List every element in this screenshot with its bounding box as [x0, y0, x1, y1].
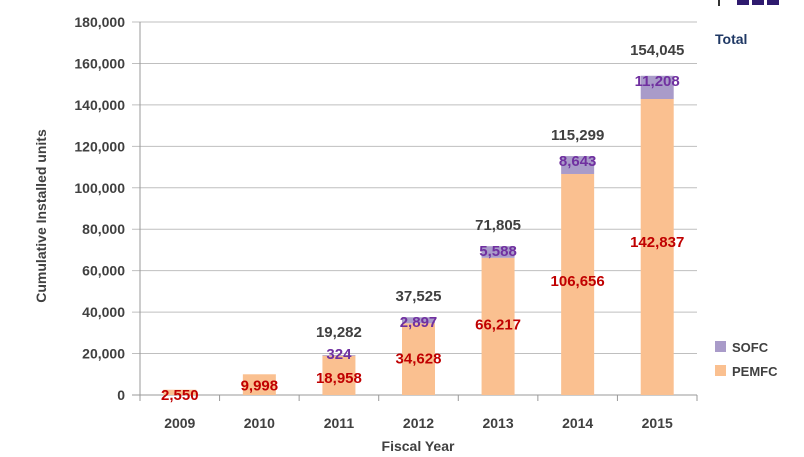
total-data-label: 115,299: [551, 127, 604, 144]
x-tick-label: 2011: [324, 415, 355, 431]
bar-pemfc: [242, 374, 276, 395]
legend-label-sofc: SOFC: [732, 340, 769, 355]
bar-sofc: [640, 75, 674, 100]
sofc-data-label: 8,643: [559, 153, 597, 170]
y-tick-label: 60,000: [82, 263, 125, 279]
y-tick-label: 120,000: [74, 138, 125, 154]
bar-pemfc: [481, 257, 515, 395]
legend: SOFC PEMFC: [715, 340, 778, 379]
y-tick-label: 40,000: [82, 304, 125, 320]
grid: [132, 21, 697, 396]
bar-sofc: [481, 246, 515, 258]
total-data-label: 71,805: [475, 217, 521, 234]
bar-pemfc: [402, 323, 435, 395]
x-tick-label: 2014: [562, 415, 593, 431]
legend-label-pemfc: PEMFC: [732, 364, 778, 379]
pemfc-data-label: 9,998: [241, 378, 279, 395]
legend-swatch-sofc: [715, 341, 726, 352]
total-data-label: 19,282: [316, 324, 362, 341]
sofc-data-label: 2,897: [400, 314, 438, 331]
pemfc-data-label: 66,217: [475, 317, 521, 334]
sofc-data-label: 11,208: [635, 73, 680, 90]
pemfc-data-label: 106,656: [551, 273, 605, 290]
bar-pemfc: [640, 99, 674, 395]
total-legend-label: Total: [715, 31, 747, 47]
x-tick-label: 2009: [164, 415, 195, 431]
y-tick-label: 140,000: [74, 97, 125, 113]
total-data-label: 37,525: [396, 288, 442, 305]
x-tick-label: 2013: [482, 415, 513, 431]
y-tick-label: 100,000: [74, 180, 125, 196]
pemfc-data-label: 18,958: [316, 370, 362, 387]
pemfc-data-label: 34,628: [396, 351, 442, 368]
logo-fragment: [718, 0, 779, 6]
bar-sofc: [322, 355, 356, 356]
total-data-label: 154,045: [630, 42, 684, 59]
x-tick-label: 2010: [244, 415, 275, 431]
bar-sofc: [561, 156, 595, 174]
y-axis: 0 20,000 40,000 60,000 80,000 100,000 120,000 1…: [74, 14, 141, 403]
pemfc-data-label: 2,550: [161, 387, 199, 404]
y-tick-label: 80,000: [82, 221, 125, 237]
x-axis: 2009 2010 2011 2012 2013 2014 2015: [164, 395, 698, 431]
bar-pemfc: [561, 173, 595, 395]
sofc-data-label: 5,588: [479, 243, 517, 260]
x-tick-label: 2015: [642, 415, 673, 431]
y-tick-label: 20,000: [82, 346, 125, 362]
bars: 2,550 9,998 18,958 324 19,282 34,628 2,897 37,5…: [161, 42, 684, 404]
bar-sofc: [402, 317, 435, 324]
y-axis-label: Cumulative Installed units: [33, 129, 49, 303]
sofc-data-label: 324: [326, 346, 352, 363]
bar-pemfc: [322, 355, 356, 395]
bar-pemfc: [163, 389, 197, 395]
x-tick-label: 2012: [403, 415, 434, 431]
y-tick-label: 180,000: [74, 14, 125, 30]
x-axis-label: Fiscal Year: [382, 438, 455, 454]
legend-swatch-pemfc: [715, 365, 726, 376]
y-tick-label: 160,000: [74, 55, 125, 71]
pemfc-data-label: 142,837: [630, 234, 684, 251]
y-tick-label: 0: [117, 387, 125, 403]
